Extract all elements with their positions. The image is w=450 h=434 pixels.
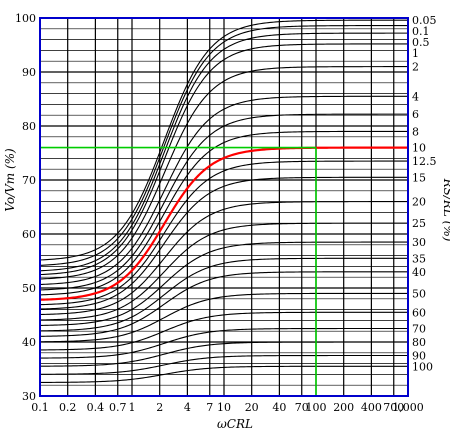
x-tick-label: 0.1 <box>31 401 49 414</box>
x-tick-label: 0.2 <box>59 401 77 414</box>
x-tick-label: 400 <box>361 401 382 414</box>
series-label: 80 <box>412 336 426 349</box>
x-tick-label: 1,000 <box>392 401 424 414</box>
series-label: 1 <box>412 47 419 60</box>
curves <box>39 19 409 383</box>
x-tick-label: 2 <box>156 401 163 414</box>
reference-lines <box>40 146 317 396</box>
series-label: 40 <box>412 266 426 279</box>
series-label: 6 <box>412 108 419 121</box>
y-tick-label: 30 <box>22 390 36 403</box>
series-label: 0.05 <box>412 14 437 27</box>
series-label: 2 <box>412 61 419 74</box>
curve-1 <box>39 43 408 276</box>
series-label: 70 <box>412 323 426 336</box>
series-label: 8 <box>412 125 419 138</box>
y-tick-label: 60 <box>22 228 36 241</box>
curve-0_1 <box>39 25 408 266</box>
y-tick-label: 90 <box>22 66 36 79</box>
curve-50 <box>39 292 408 343</box>
y-tick-label: 80 <box>22 120 36 133</box>
y-tick-label: 50 <box>22 282 36 295</box>
series-label: 12.5 <box>412 155 437 168</box>
curve-30 <box>39 241 408 326</box>
curve-2 <box>39 66 409 280</box>
x-tick-label: 100 <box>306 401 327 414</box>
y-tick-label: 40 <box>22 336 36 349</box>
curve-15 <box>39 176 408 310</box>
y2-axis-label: RS/RL (%) <box>441 178 450 242</box>
series-label: 4 <box>412 90 419 103</box>
y-tick-label: 100 <box>15 12 36 25</box>
series-label: 0.1 <box>412 25 430 38</box>
series-label: 15 <box>412 171 426 184</box>
curve-35 <box>39 257 408 332</box>
curve-12_5 <box>39 160 408 306</box>
curve-0_5 <box>39 32 408 272</box>
x-tick-label: 4 <box>184 401 191 414</box>
curve-100 <box>39 365 408 383</box>
series-label: 30 <box>412 236 426 249</box>
y-axis-label: Vo/Vm (%) <box>3 148 17 212</box>
curve-40 <box>39 271 408 337</box>
x-tick-label: 70 <box>295 401 309 414</box>
curve-6 <box>39 113 408 291</box>
series-label: 25 <box>412 217 426 230</box>
frame-rect <box>39 17 409 397</box>
x-tick-label: 1 <box>129 401 136 414</box>
series-label: 20 <box>412 196 426 209</box>
y-tick-labels: 30 40 50 60 70 80 90 100 <box>15 12 36 403</box>
plot-frame <box>39 17 409 397</box>
series-label: 10 <box>412 142 426 155</box>
x-tick-label: 10 <box>217 401 231 414</box>
series-label: 0.5 <box>412 36 430 49</box>
curve-80 <box>39 341 408 367</box>
series-label: 100 <box>412 361 433 374</box>
curve-4 <box>39 95 408 286</box>
series-label: 35 <box>412 252 426 265</box>
curve-8 <box>39 130 408 296</box>
y-tick-label: 70 <box>22 174 36 187</box>
x-tick-label: 700 <box>383 401 404 414</box>
x-tick-label: 40 <box>272 401 286 414</box>
curve-70 <box>39 327 408 359</box>
curve-60 <box>39 311 408 351</box>
curve-25 <box>39 222 408 321</box>
curve-0_05 <box>39 19 408 261</box>
curve-10 <box>39 146 408 301</box>
curve-20 <box>39 201 408 316</box>
x-tick-label: 200 <box>333 401 354 414</box>
x-tick-label: 0.4 <box>87 401 105 414</box>
series-label: 50 <box>412 287 426 300</box>
series-label: 90 <box>412 350 426 363</box>
x-tick-label: 7 <box>206 401 213 414</box>
x-tick-label: 0.7 <box>109 401 127 414</box>
x-tick-label: 20 <box>245 401 259 414</box>
series-label: 60 <box>412 306 426 319</box>
x-axis-label: ωCRL <box>217 417 253 431</box>
curve-90 <box>39 354 408 375</box>
